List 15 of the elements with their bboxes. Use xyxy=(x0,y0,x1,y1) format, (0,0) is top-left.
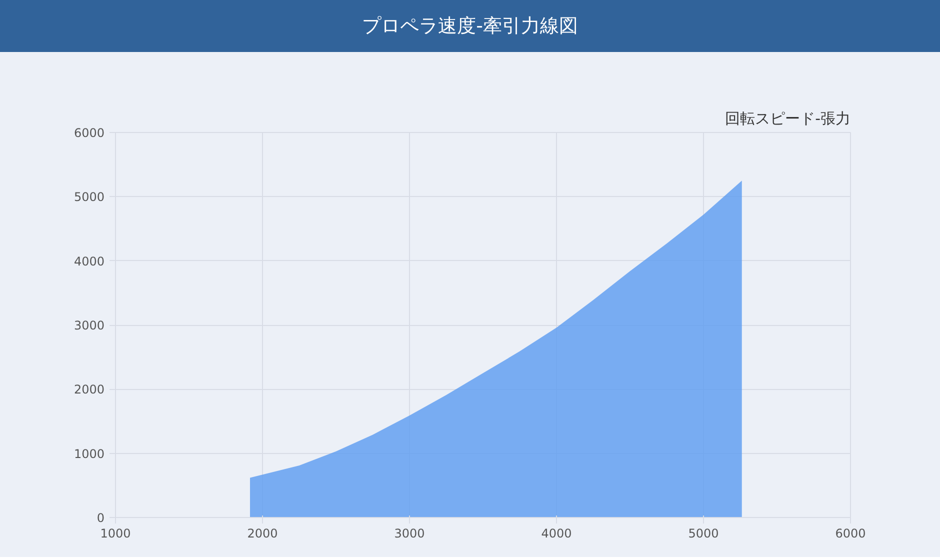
x-tick-label: 2000 xyxy=(247,526,278,540)
x-tick-label: 5000 xyxy=(688,526,719,540)
x-tick-label: 3000 xyxy=(394,526,425,540)
y-tick-label: 5000 xyxy=(74,190,105,204)
x-tick-label: 1000 xyxy=(100,526,131,540)
y-tick-label: 3000 xyxy=(74,318,105,332)
y-tick-label: 6000 xyxy=(74,126,105,140)
y-tick-label: 0 xyxy=(96,511,105,525)
y-tick-label: 4000 xyxy=(74,254,105,268)
chart-title: プロペラ速度-牽引力線図 xyxy=(362,14,578,39)
chart-subtitle: 回転スピード-張力 xyxy=(725,110,851,128)
y-tick-label: 2000 xyxy=(74,382,105,397)
x-tick-label: 4000 xyxy=(541,526,572,540)
x-tick-label: 6000 xyxy=(835,526,866,540)
y-tick-label: 1000 xyxy=(74,446,105,461)
